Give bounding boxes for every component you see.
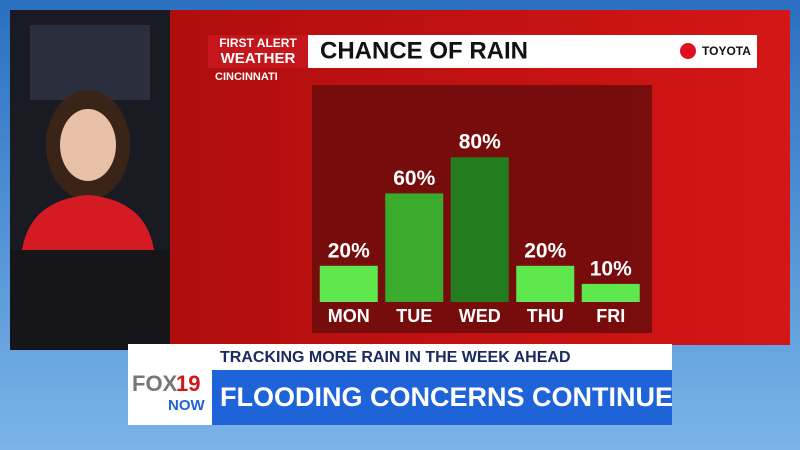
presenter-dress	[22, 195, 154, 250]
value-label: 10%	[590, 257, 632, 280]
headline-bar	[128, 370, 672, 425]
x-tick-label: TUE	[396, 306, 432, 326]
x-tick-label: WED	[459, 306, 501, 326]
kicker-bar	[128, 344, 672, 370]
desk-monitor	[10, 250, 170, 350]
bar	[450, 157, 509, 302]
sponsor: TOYOTA	[702, 44, 751, 58]
logo-line1: FIRST ALERT	[219, 36, 297, 50]
sponsor-icon	[680, 43, 696, 59]
plot: MON 20% TUE 60% WED 80% THU 20% FRI 10%	[319, 131, 640, 326]
bar	[516, 265, 575, 302]
logo-line2: WEATHER	[221, 50, 296, 67]
presenter-face	[60, 109, 116, 181]
x-tick-label: FRI	[596, 306, 625, 326]
location: CINCINNATI	[215, 71, 278, 83]
bar	[581, 283, 640, 302]
bar	[385, 193, 444, 302]
value-label: 80%	[459, 131, 501, 154]
station-fox: FOX	[132, 371, 178, 396]
x-tick-label: THU	[527, 306, 564, 326]
value-label: 20%	[328, 239, 370, 262]
logo-box	[208, 35, 308, 68]
monitor	[30, 25, 150, 100]
headline: FLOODING CONCERNS CONTINUE	[220, 382, 673, 412]
value-label: 60%	[393, 167, 435, 190]
bar	[319, 265, 378, 302]
station-now: NOW	[168, 397, 206, 414]
kicker: TRACKING MORE RAIN IN THE WEEK AHEAD	[220, 349, 571, 366]
station-box	[128, 370, 212, 425]
value-label: 20%	[524, 239, 566, 262]
station-number: 19	[176, 371, 200, 396]
x-tick-label: MON	[328, 306, 370, 326]
chart-title: CHANCE OF RAIN	[320, 37, 528, 64]
